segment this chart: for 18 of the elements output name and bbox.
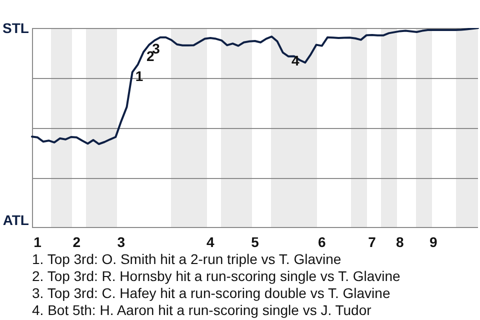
x-tick-label: 5 <box>251 234 260 250</box>
x-tick-label: 7 <box>368 234 376 250</box>
annotation: 2 <box>146 48 154 64</box>
annotation: 3 <box>152 40 160 57</box>
text: ATL <box>2 212 29 228</box>
text: 1. Top 3rd: O. Smith hit a 2-run triple vs T. Glavine <box>32 251 342 268</box>
text: 4. Bot 5th: H. Aaron hit a run-scoring single vs J. Tudor <box>32 302 372 319</box>
x-tick-label: 8 <box>396 234 404 250</box>
x-tick-label: 6 <box>318 234 326 250</box>
text: 3. Top 3rd: C. Hafey hit a run-scoring double vs T. Glavine <box>32 285 392 302</box>
text: 2. Top 3rd: R. Hornsby hit a run-scoring single vs T. Glavine <box>32 268 402 285</box>
annotation: 1 <box>135 68 144 84</box>
x-tick-label: 3 <box>117 234 126 250</box>
x-tick-label: 2 <box>72 234 81 250</box>
text: STL <box>2 20 29 36</box>
x-tick-label: 9 <box>430 234 438 250</box>
x-tick-label: 4 <box>206 234 214 250</box>
x-tick-label: 1 <box>34 234 42 250</box>
